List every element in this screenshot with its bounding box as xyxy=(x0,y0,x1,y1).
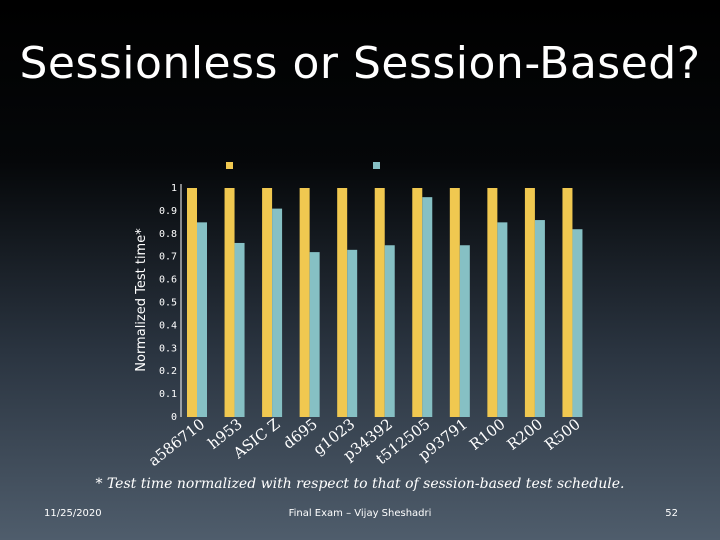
bar-series2-3 xyxy=(309,252,320,417)
bar-series1-0 xyxy=(187,188,197,417)
y-tick-label: 0.2 xyxy=(159,366,177,377)
footer-presenter: Final Exam – Vijay Sheshadri xyxy=(288,508,432,519)
bar-series2-1 xyxy=(234,242,245,417)
x-tick-label: R200 xyxy=(504,415,547,454)
bar-series2-4 xyxy=(347,249,358,417)
x-tick-label: R100 xyxy=(466,415,509,454)
x-tick-label: R500 xyxy=(541,415,584,454)
y-tick-label: 0.8 xyxy=(159,229,177,240)
bar-series1-10 xyxy=(562,188,573,417)
bar-series1-7 xyxy=(449,188,460,417)
y-tick-label: 0.6 xyxy=(159,275,177,286)
bar-series2-10 xyxy=(572,229,583,417)
chart-legend xyxy=(0,160,720,172)
bar-series2-0 xyxy=(197,222,207,417)
bar-series1-2 xyxy=(262,188,273,417)
y-tick-label: 0.4 xyxy=(159,320,177,331)
bar-series1-1 xyxy=(224,188,235,417)
x-tick-label: a586710 xyxy=(145,415,208,470)
legend-swatch-series-b xyxy=(373,162,380,169)
bar-series2-6 xyxy=(422,197,433,417)
bar-series1-9 xyxy=(524,188,535,417)
slide-title: Sessionless or Session-Based? xyxy=(19,38,701,89)
bar-series2-9 xyxy=(534,220,545,417)
y-tick-label: 0.9 xyxy=(159,206,177,217)
y-tick-label: 0.3 xyxy=(159,343,177,354)
y-axis-label: Normalized Test time* xyxy=(134,228,149,372)
legend-swatch-series-a xyxy=(226,162,233,169)
bar-series2-2 xyxy=(272,208,283,417)
bar-series1-4 xyxy=(337,188,348,417)
bar-series2-7 xyxy=(459,245,470,417)
bar-series2-5 xyxy=(384,245,395,417)
bar-series1-8 xyxy=(487,188,498,417)
bar-series1-3 xyxy=(299,188,310,417)
bar-series2-8 xyxy=(497,222,508,417)
y-tick-label: 1 xyxy=(171,183,177,194)
y-tick-label: 0 xyxy=(171,412,177,423)
y-tick-label: 0.5 xyxy=(159,298,177,309)
y-tick-label: 0.7 xyxy=(159,252,177,263)
bar-series1-5 xyxy=(374,188,385,417)
footnote: * Test time normalized with respect to t… xyxy=(95,476,625,492)
page-number: 52 xyxy=(665,508,678,519)
footer-date: 11/25/2020 xyxy=(44,508,102,519)
y-tick-label: 0.1 xyxy=(159,389,177,400)
bar-series1-6 xyxy=(412,188,423,417)
